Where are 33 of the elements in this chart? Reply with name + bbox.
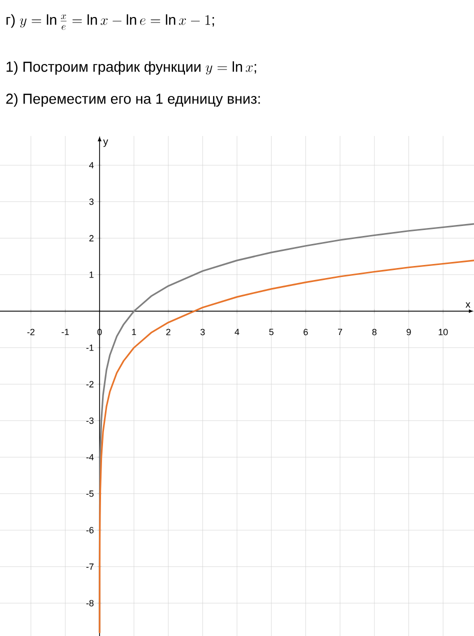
- x-tick-label: -1: [62, 328, 69, 336]
- y-tick-label: 4: [89, 162, 94, 168]
- x-tick-label: 10: [438, 328, 448, 336]
- x-tick-label: 4: [234, 328, 240, 336]
- x-tick-label: 1: [132, 328, 136, 336]
- y-tick-label: -8: [86, 600, 94, 606]
- y-tick-label: -6: [86, 526, 94, 534]
- x-tick-label: 7: [338, 328, 342, 336]
- x-tick-label: -2: [27, 328, 34, 336]
- text: ;: [212, 17, 214, 27]
- x-axis-title: x: [466, 302, 470, 308]
- text: $y=\ln x$: [206, 61, 253, 75]
- y-axis-title: y: [103, 140, 108, 147]
- y-tick-label: -7: [86, 564, 94, 570]
- text: 2) Переместим его на 1 единицу вниз:: [6, 93, 260, 107]
- y-tick-label: -3: [86, 417, 94, 424]
- y-tick-label: -5: [86, 490, 94, 497]
- x-tick-label: 6: [304, 328, 308, 336]
- y-tick-label: -2: [86, 381, 94, 388]
- text: ;: [254, 64, 256, 74]
- y-tick-label: -4: [86, 454, 94, 460]
- text: $y=\ln\frac{x}{e}=\ln x-\ln e=\ln x-1$: [20, 14, 210, 30]
- y-tick-label: -1: [86, 344, 94, 351]
- y-tick-label: 1: [90, 272, 94, 278]
- x-tick-label: 5: [269, 328, 274, 336]
- x-tick-label: 3: [200, 328, 205, 336]
- y-tick-label: 2: [89, 235, 94, 242]
- x-tick-label: 9: [406, 328, 411, 336]
- text: г): [6, 14, 15, 28]
- y-tick-label: 3: [89, 198, 94, 205]
- x-tick-label: 2: [166, 328, 170, 336]
- x-tick-label: 8: [372, 328, 377, 336]
- text: 1) Построим график функции: [6, 61, 200, 75]
